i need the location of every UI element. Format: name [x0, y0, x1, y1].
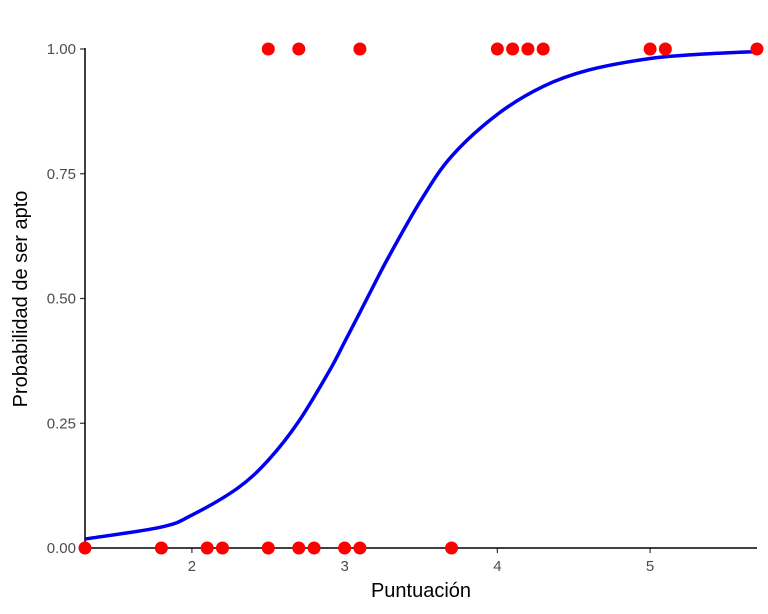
y-tick-label: 1.00 — [47, 41, 76, 58]
y-axis-title: Probabilidad de ser apto — [10, 191, 32, 408]
data-point — [292, 541, 306, 555]
data-point — [215, 541, 229, 555]
data-point — [643, 42, 657, 56]
data-point — [506, 42, 520, 56]
x-tick-label: 2 — [188, 558, 196, 575]
data-point — [658, 42, 672, 56]
data-point — [78, 541, 92, 555]
data-point — [353, 541, 367, 555]
x-axis-ticks: 2 3 4 5 — [188, 548, 654, 575]
data-point — [154, 541, 168, 555]
y-tick-label: 0.50 — [47, 291, 76, 308]
x-tick-label: 4 — [493, 558, 501, 575]
y-axis-ticks: 0.00 0.25 0.50 0.75 1.00 — [47, 41, 85, 557]
y-tick-label: 0.75 — [47, 166, 76, 183]
fitted-curve — [84, 49, 758, 541]
data-point — [261, 42, 275, 56]
data-point — [307, 541, 321, 555]
data-point — [536, 42, 550, 56]
data-point — [353, 42, 367, 56]
x-tick-label: 5 — [646, 558, 654, 575]
y-tick-label: 0.25 — [47, 415, 76, 432]
data-point — [200, 541, 214, 555]
x-axis-title: Puntuación — [371, 580, 471, 602]
data-point — [750, 42, 764, 56]
data-point — [292, 42, 306, 56]
data-point — [445, 541, 459, 555]
data-point — [521, 42, 535, 56]
data-point — [338, 541, 352, 555]
data-point — [490, 42, 504, 56]
data-point — [261, 541, 275, 555]
x-tick-label: 3 — [340, 558, 348, 575]
y-tick-label: 0.00 — [47, 540, 76, 557]
data-points — [78, 42, 764, 555]
